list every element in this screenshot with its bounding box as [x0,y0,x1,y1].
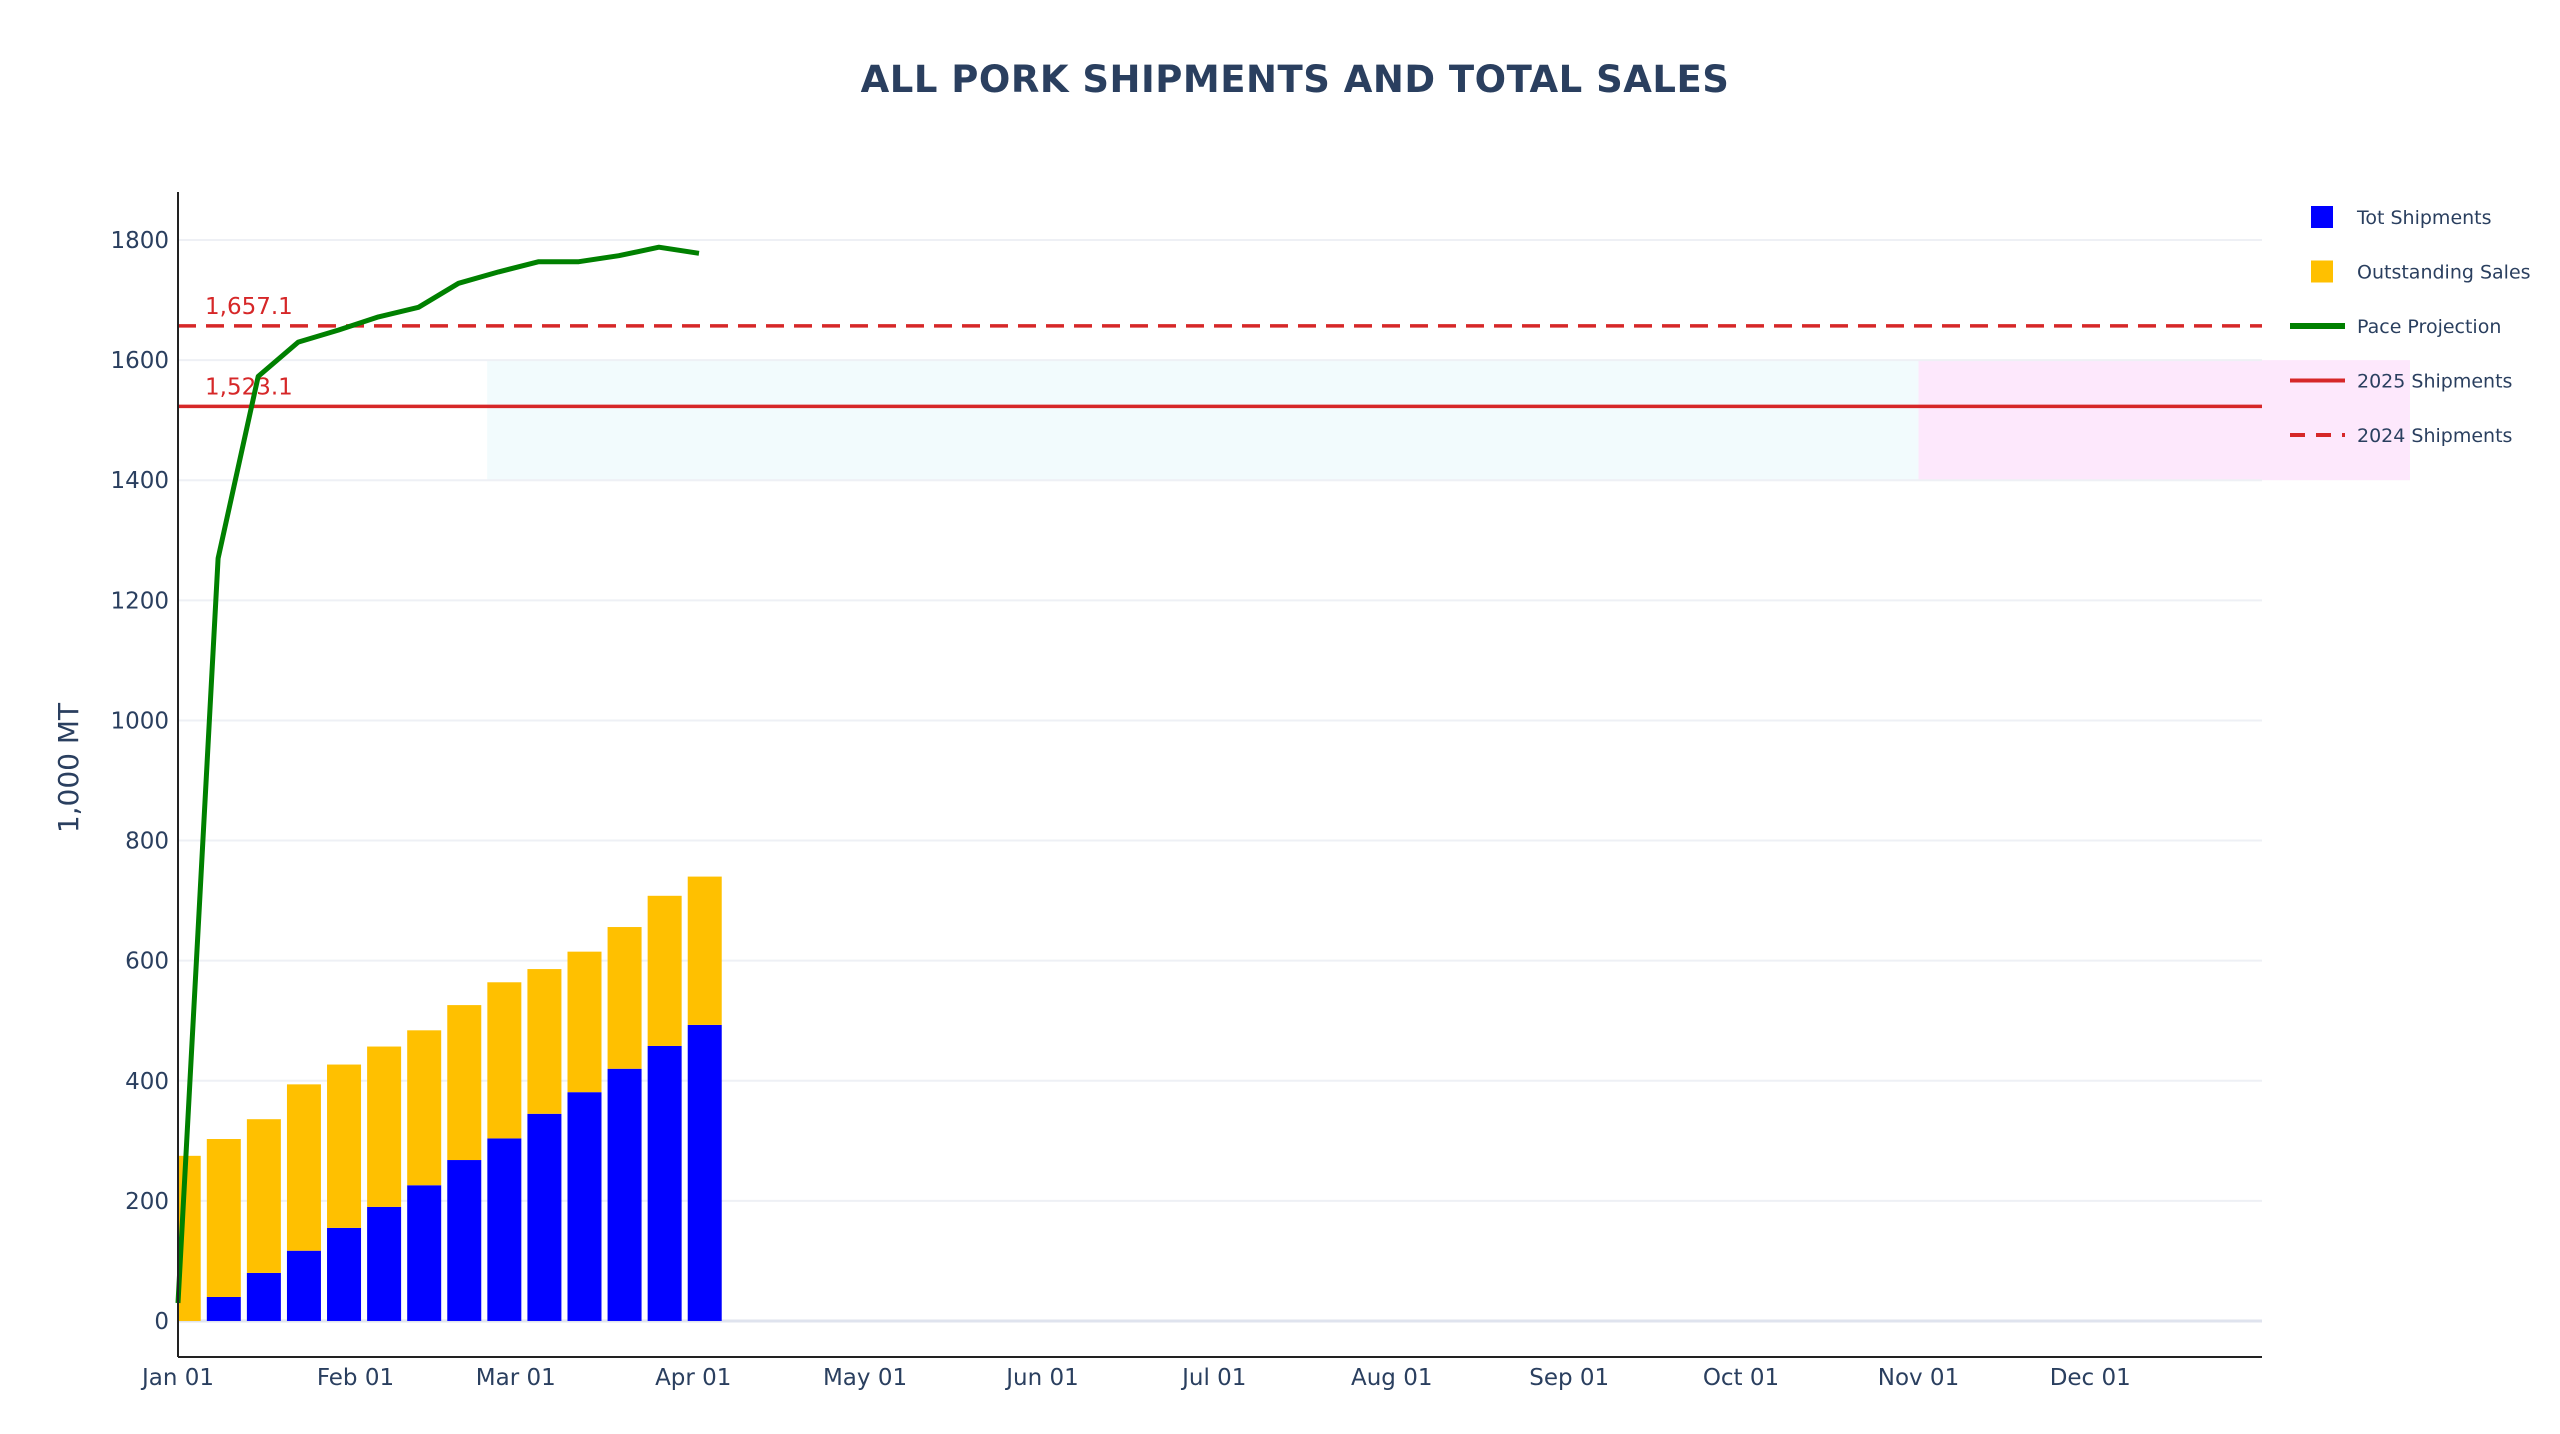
legend-label-pace-projection: Pace Projection [2357,316,2501,338]
outstanding-sales-bar [687,876,722,1025]
tot-shipments-bar [647,1045,682,1321]
tot-shipments-bar [607,1068,642,1321]
outstanding-sales-bar [206,1139,241,1297]
x-tick-label: Apr 01 [655,1365,731,1391]
outstanding-sales-bar [487,982,522,1139]
x-tick-label: Jan 01 [140,1365,214,1391]
outstanding-sales-bar [647,895,682,1046]
shaded-bands [487,360,2410,481]
x-tick-label: Sep 01 [1529,1365,1609,1391]
tot-shipments-bar [286,1250,321,1321]
legend-label-outstanding-sales: Outstanding Sales [2357,262,2531,284]
legend-label-2025-shipments: 2025 Shipments [2357,371,2512,393]
x-tick-label: Oct 01 [1703,1365,1779,1391]
x-tick-label: Dec 01 [2050,1365,2131,1391]
x-tick-label: Aug 01 [1351,1365,1433,1391]
outstanding-sales-bar [607,927,642,1069]
legend: Tot Shipments Outstanding Sales Pace Proje… [2290,206,2531,447]
y-tick-label: 1400 [110,468,169,494]
chart-title: ALL PORK SHIPMENTS AND TOTAL SALES [860,58,1730,101]
outstanding-sales-bar [567,951,602,1093]
x-tick-label: Nov 01 [1878,1365,1959,1391]
y-tick-label: 200 [125,1189,169,1215]
outstanding-sales-bar [407,1030,442,1186]
x-tick-label: Mar 01 [476,1365,556,1391]
y-tick-label: 1600 [110,348,169,374]
outstanding-sales-bar [367,1046,402,1207]
y-tick-label: 600 [125,949,169,975]
x-tick-label: Feb 01 [317,1365,394,1391]
y-tick-label: 800 [125,829,169,855]
reference-line-label: 1,657.1 [205,294,293,320]
x-tick-label: Jun 01 [1004,1365,1079,1391]
reference-lines: 1,523.1 1,657.1 [175,244,2262,1304]
y-tick-label: 1200 [110,588,169,614]
tick-labels: 0 200 400 600 800 1000 1200 1400 1600 1800 Jan 01 F… [110,228,2130,1391]
legend-swatch-outstanding-sales [2311,260,2333,283]
y-tick-label: 400 [125,1069,169,1095]
tot-shipments-bar [367,1206,402,1321]
outstanding-sales-bar [527,969,562,1114]
pace-projection-line [175,244,700,1304]
y-tick-label: 0 [154,1309,169,1335]
legend-label-2024-shipments: 2024 Shipments [2357,425,2512,447]
legend-label-tot-shipments: Tot Shipments [2356,207,2492,229]
reference-line-label: 1,523.1 [205,374,293,400]
outstanding-sales-bar [246,1119,281,1273]
bars [178,876,722,1321]
tot-shipments-bar [246,1272,281,1321]
x-tick-label: Jul 01 [1180,1365,1246,1391]
legend-swatch-tot-shipments [2311,206,2333,228]
tot-shipments-bar [206,1296,241,1321]
tot-shipments-bar [327,1227,362,1321]
tot-shipments-bar [567,1092,602,1321]
y-tick-label: 1000 [110,708,169,734]
tot-shipments-bar [487,1138,522,1321]
tot-shipments-bar [447,1160,482,1321]
tot-shipments-bar [687,1024,722,1321]
outstanding-sales-bar [327,1064,362,1228]
tot-shipments-bar [407,1185,442,1321]
outstanding-sales-bar [286,1084,321,1251]
x-tick-label: May 01 [823,1365,907,1391]
axes [177,192,2262,1358]
y-tick-label: 1800 [110,228,169,254]
shaded-band [487,360,1919,481]
tot-shipments-bar [527,1113,562,1321]
y-axis-label: 1,000 MT [52,702,85,833]
gridlines [178,239,2262,1323]
outstanding-sales-bar [447,1005,482,1161]
shaded-band [1918,360,2410,481]
